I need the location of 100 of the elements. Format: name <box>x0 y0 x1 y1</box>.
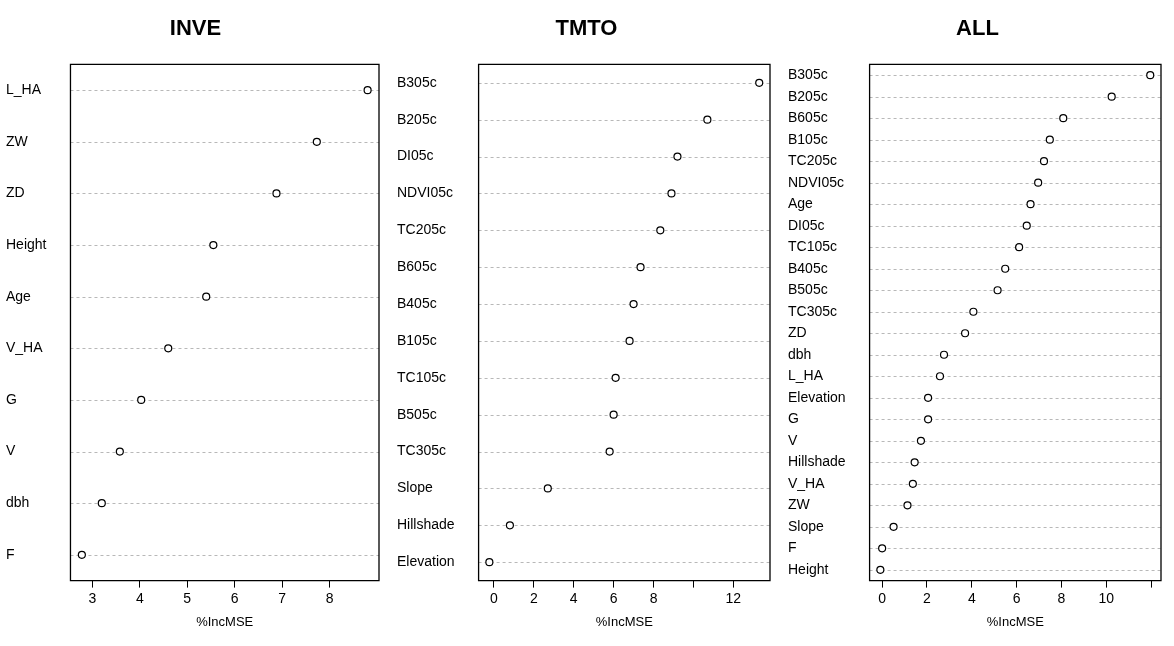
y-tick-label: DI05c <box>397 147 434 164</box>
x-tick-label: 6 <box>1012 589 1021 606</box>
x-axis-title: %IncMSE <box>986 613 1045 629</box>
y-tick-label: Height <box>788 560 829 577</box>
point <box>993 286 1002 295</box>
point <box>876 565 885 574</box>
point <box>209 240 218 250</box>
point <box>939 350 949 359</box>
y-tick-label: Elevation <box>788 388 846 405</box>
point <box>924 393 933 402</box>
chart-title: ALL <box>956 14 999 42</box>
point <box>312 137 321 146</box>
x-tick-label: 6 <box>609 589 618 606</box>
x-tick-label: 3 <box>88 589 97 606</box>
x-tick-label: 4 <box>967 589 976 606</box>
point <box>1039 157 1049 166</box>
x-tick-label: 8 <box>649 589 658 606</box>
y-tick-label: V_HA <box>788 474 826 491</box>
y-tick-label: ZD <box>788 324 807 341</box>
y-tick-label: B105c <box>788 130 828 147</box>
y-tick-label: B305c <box>397 73 437 90</box>
y-tick-label: Height <box>6 235 47 252</box>
y-tick-label: Slope <box>788 517 825 534</box>
point <box>916 436 926 445</box>
y-tick-label: TC205c <box>397 221 447 238</box>
y-tick-label: Age <box>788 195 814 212</box>
y-tick-label: Hillshade <box>788 453 846 470</box>
y-tick-label: B205c <box>397 110 437 127</box>
x-tick-label: 6 <box>230 589 239 606</box>
y-tick-label: TC105c <box>788 238 838 255</box>
y-tick-label: L_HA <box>788 367 824 384</box>
y-tick-label: Slope <box>397 479 434 496</box>
point <box>636 263 645 272</box>
x-tick-label: 0 <box>490 589 499 606</box>
y-tick-label: DI05c <box>788 216 825 233</box>
y-tick-label: G <box>6 390 17 407</box>
y-tick-label: F <box>788 539 797 556</box>
point <box>673 152 682 161</box>
point <box>115 447 124 456</box>
x-tick-label: 0 <box>878 589 887 606</box>
point <box>910 458 919 467</box>
point <box>611 373 620 382</box>
point <box>667 189 676 198</box>
point <box>878 544 887 553</box>
point <box>1022 221 1031 230</box>
point <box>1059 114 1068 123</box>
point <box>97 499 106 508</box>
point <box>485 558 494 567</box>
x-tick-label: 2 <box>923 589 932 606</box>
y-tick-label: TC305c <box>397 442 447 459</box>
point <box>1015 243 1024 252</box>
point <box>924 415 933 424</box>
y-tick-label: V_HA <box>6 339 44 356</box>
y-tick-label: B205c <box>788 87 828 104</box>
y-tick-label: ZD <box>6 184 25 201</box>
y-tick-label: B605c <box>397 258 437 275</box>
y-tick-label: V <box>788 431 798 448</box>
y-tick-label: dbh <box>788 345 812 362</box>
point <box>889 522 898 531</box>
point <box>960 329 970 338</box>
y-tick-label: Age <box>6 287 32 304</box>
point <box>137 395 146 405</box>
y-tick-label: Elevation <box>397 553 455 570</box>
point <box>363 86 372 95</box>
y-tick-label: B305c <box>788 66 828 83</box>
point <box>1146 71 1155 80</box>
point <box>1034 178 1043 187</box>
x-tick-label: 7 <box>278 589 287 606</box>
chart-title: INVE <box>169 14 222 42</box>
y-tick-label: F <box>6 545 15 562</box>
point <box>629 299 638 309</box>
point <box>272 189 281 198</box>
point <box>1045 135 1054 144</box>
point <box>202 292 211 301</box>
point <box>755 78 764 87</box>
point <box>1107 92 1116 101</box>
x-tick-label: 4 <box>569 589 578 606</box>
point <box>1026 200 1035 209</box>
y-tick-label: ZW <box>788 496 811 513</box>
y-tick-label: TC105c <box>397 368 447 385</box>
point <box>908 479 917 488</box>
x-axis-title: %IncMSE <box>196 613 254 629</box>
point <box>605 447 614 456</box>
y-tick-label: dbh <box>6 494 30 511</box>
point <box>625 336 634 346</box>
y-tick-label: B105c <box>397 331 437 348</box>
point <box>543 484 552 493</box>
y-tick-label: B605c <box>788 109 828 126</box>
y-tick-label: L_HA <box>6 81 42 98</box>
y-tick-label: TC305c <box>788 302 838 319</box>
y-tick-label: TC205c <box>788 152 838 169</box>
y-tick-label: ZW <box>6 132 29 149</box>
x-tick-label: 8 <box>1057 589 1066 606</box>
point <box>505 521 515 530</box>
point <box>164 344 173 353</box>
x-tick-label: 4 <box>135 589 144 606</box>
point <box>903 501 912 510</box>
x-axis-title: %IncMSE <box>595 613 654 629</box>
y-tick-label: G <box>788 410 799 427</box>
chart-title: TMTO <box>555 14 618 42</box>
